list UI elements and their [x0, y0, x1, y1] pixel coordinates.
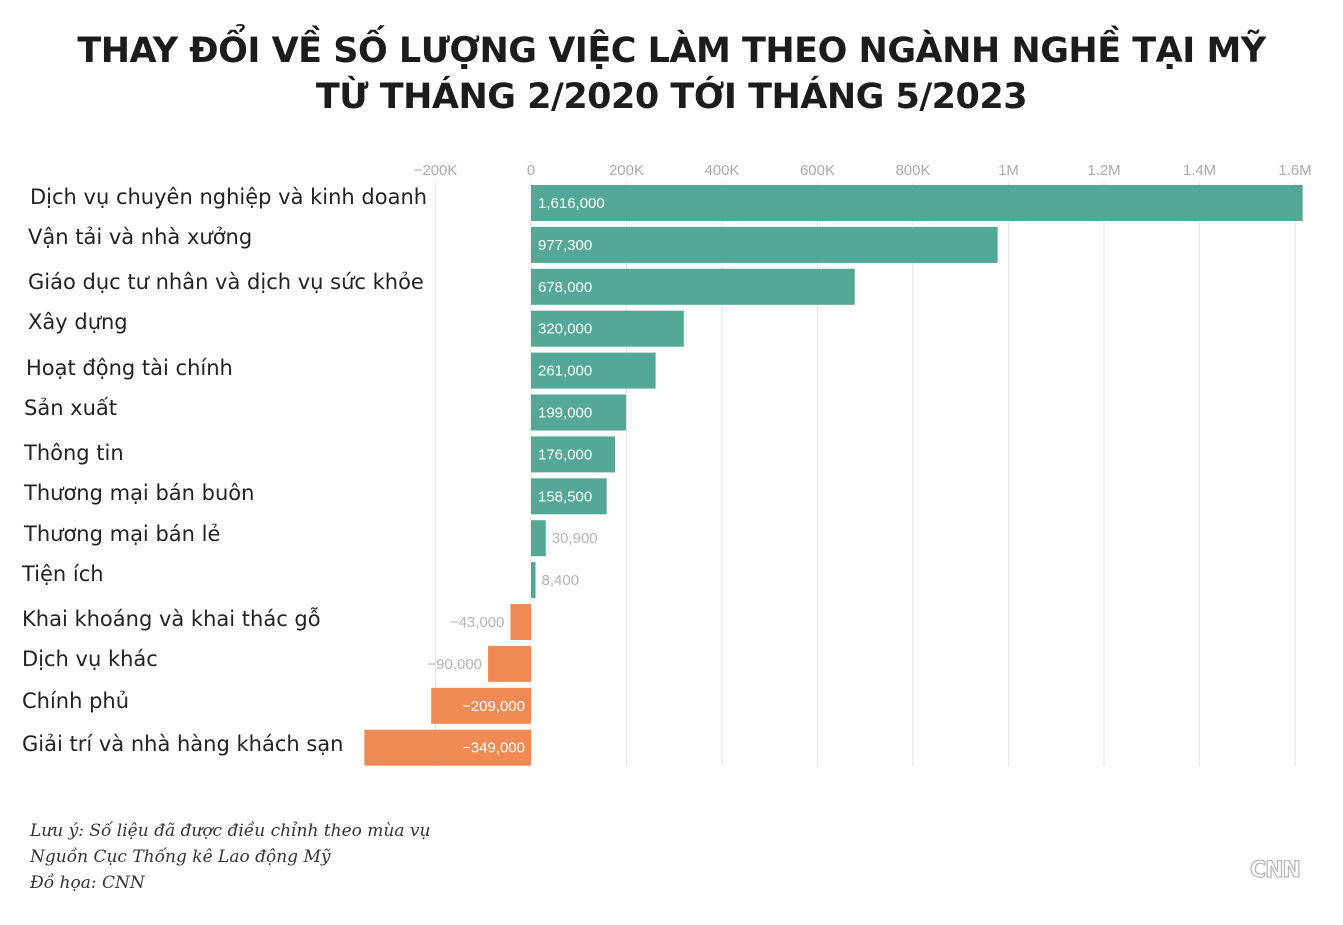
title-line-2: TỪ THÁNG 2/2020 TỚI THÁNG 5/2023: [315, 77, 1028, 117]
category-label: Giáo dục tư nhân và dịch vụ sức khỏe: [28, 270, 424, 294]
x-tick-label: 1M: [998, 162, 1019, 179]
bar: [531, 185, 1303, 221]
value-label: −349,000: [462, 740, 525, 757]
value-label: −209,000: [462, 698, 525, 715]
x-tick-label: 1.6M: [1278, 162, 1311, 179]
category-label: Hoạt động tài chính: [26, 356, 233, 380]
bar: [531, 520, 546, 557]
x-tick-label: 0: [527, 162, 535, 179]
footer-note: Lưu ý: Số liệu đã được điều chỉnh theo m…: [30, 821, 431, 841]
category-label: Thương mại bán lẻ: [23, 522, 220, 546]
bar: [531, 352, 656, 389]
x-tick-label: 200K: [609, 162, 644, 179]
value-label: 678,000: [538, 279, 592, 296]
value-label: 30,900: [552, 530, 598, 547]
bar: [531, 394, 627, 431]
category-label: Thương mại bán buôn: [23, 481, 254, 505]
bar: [531, 436, 616, 473]
bar: [364, 729, 531, 766]
category-label: Khai khoáng và khai thác gỗ: [22, 606, 321, 631]
bar: [531, 226, 998, 263]
x-tick-label: −200K: [414, 162, 458, 179]
category-label: Dịch vụ khác: [22, 647, 158, 671]
value-label: 158,500: [538, 488, 592, 505]
bar: [488, 645, 531, 682]
category-label: Vận tải và nhà xưởng: [28, 225, 252, 249]
bar: [531, 310, 684, 347]
value-label: −43,000: [450, 614, 505, 631]
value-label: 199,000: [538, 405, 592, 422]
value-label: 1,616,000: [538, 195, 605, 212]
category-label: Giải trí và nhà hàng khách sạn: [22, 732, 343, 756]
footer-source: Nguồn Cục Thống kê Lao động Mỹ: [30, 847, 331, 867]
bar: [531, 268, 855, 305]
chart-title: THAY ĐỔI VỀ SỐ LƯỢNG VIỆC LÀM THEO NGÀNH…: [0, 28, 1343, 120]
cnn-logo: CNN: [1249, 857, 1301, 883]
x-tick-label: 800K: [895, 162, 930, 179]
value-label: 977,300: [538, 237, 592, 254]
value-label: 8,400: [542, 572, 580, 589]
title-line-1: THAY ĐỔI VỀ SỐ LƯỢNG VIỆC LÀM THEO NGÀNH…: [77, 31, 1266, 71]
x-tick-label: 600K: [800, 162, 835, 179]
value-label: 261,000: [538, 363, 592, 380]
category-label: Dịch vụ chuyên nghiệp và kinh doanh: [30, 185, 427, 209]
category-label: Sản xuất: [24, 396, 117, 420]
category-label: Tiện ích: [21, 562, 104, 586]
bar: [531, 478, 607, 515]
category-label: Thông tin: [23, 441, 124, 465]
x-tick-label: 1.4M: [1183, 162, 1216, 179]
bar: [531, 562, 536, 599]
category-label: Chính phủ: [22, 689, 129, 713]
footer-credit: Đồ họa: CNN: [30, 873, 145, 893]
value-label: 176,000: [538, 446, 592, 463]
x-tick-label: 1.2M: [1087, 162, 1120, 179]
bar: [510, 604, 531, 640]
chart-footer: Lưu ý: Số liệu đã được điều chỉnh theo m…: [30, 818, 430, 896]
x-tick-label: 400K: [704, 162, 739, 179]
value-label: −90,000: [427, 656, 482, 673]
bar: [431, 687, 531, 724]
category-label: Xây dựng: [28, 310, 128, 334]
value-label: 320,000: [538, 321, 592, 338]
